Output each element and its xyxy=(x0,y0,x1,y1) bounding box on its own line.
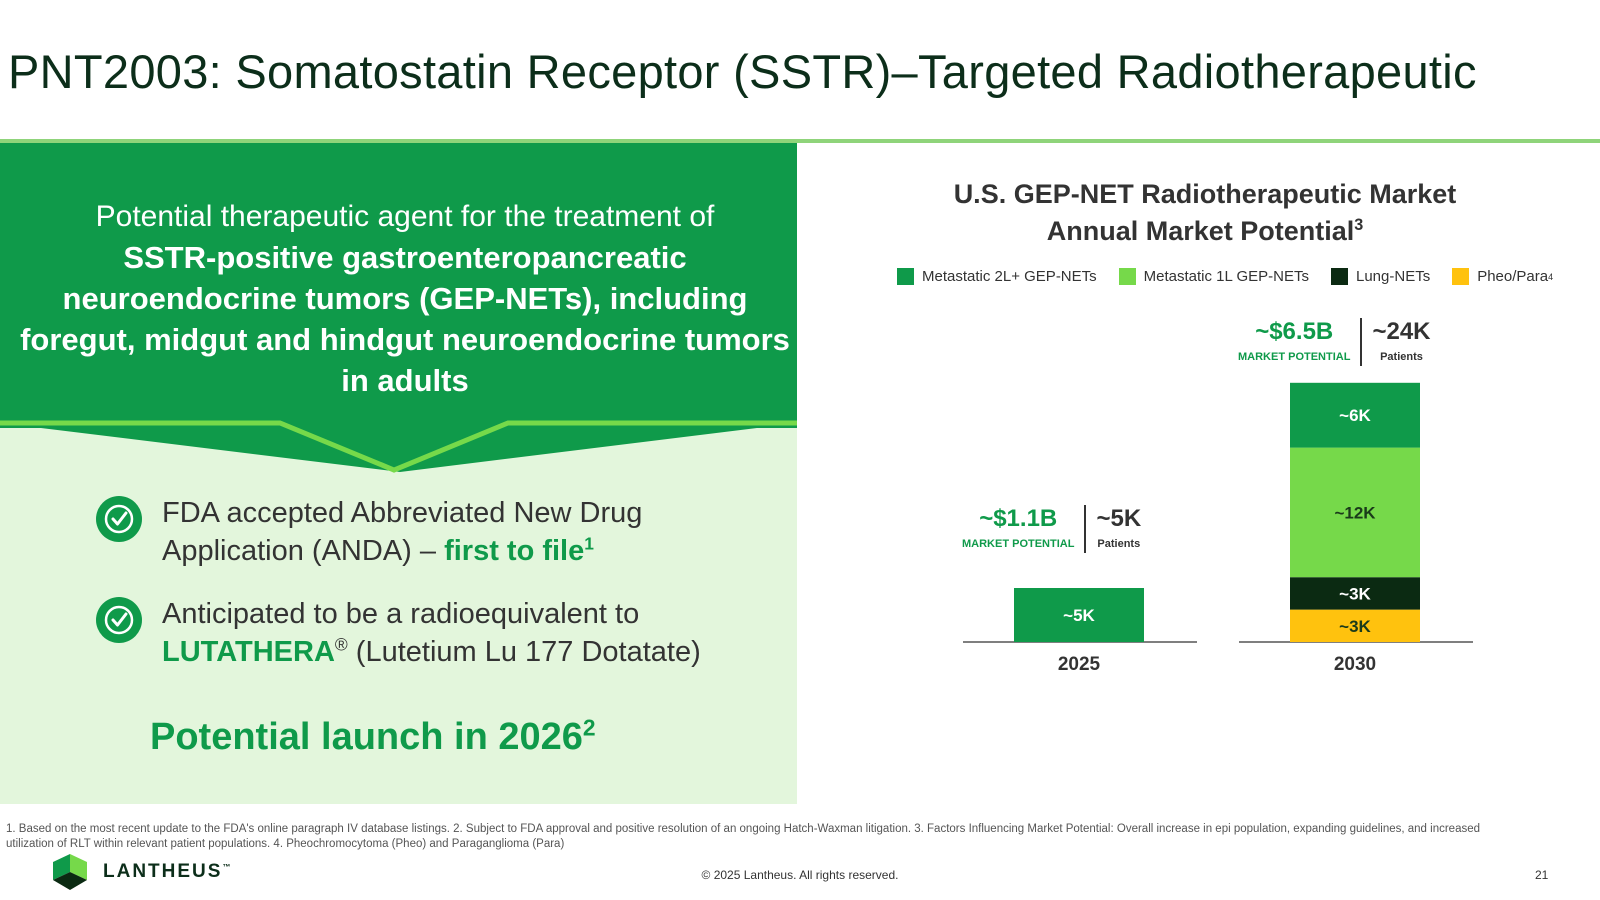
intro-text: Potential therapeutic agent for the trea… xyxy=(20,196,790,401)
legend-item-metastatic-1l-gep-nets: Metastatic 1L GEP-NETs xyxy=(1118,268,1309,285)
launch-statement: Potential launch in 20262 xyxy=(150,716,596,759)
intro-banner xyxy=(0,143,797,428)
bullet-text: FDA accepted Abbreviated New Drug Applic… xyxy=(162,494,696,570)
banner-chevron xyxy=(0,420,797,473)
chart-subtitle: Annual Market Potential xyxy=(1046,216,1355,246)
title-divider xyxy=(0,139,1600,143)
patients-value: ~5K xyxy=(1096,505,1142,532)
annotation-2025: ~$1.1B MARKET POTENTIAL ~5K Patients xyxy=(962,505,1141,553)
bullet-lutathera: Anticipated to be a radioequivalent to L… xyxy=(96,595,736,671)
patients-value: ~24K xyxy=(1372,318,1431,345)
patients-label: Patients xyxy=(1097,538,1141,550)
logo-text: LANTHEUS xyxy=(103,861,223,882)
data-label-2030-metastatic-2l-gep-nets: ~6K xyxy=(1339,406,1371,425)
data-label-2025-metastatic-2l-gep-nets: ~5K xyxy=(1063,606,1095,625)
bullet-highlight: first to file xyxy=(444,535,585,567)
annotation-divider xyxy=(1360,318,1363,366)
bullet-text-post: (Lutetium Lu 177 Dotatate) xyxy=(347,636,701,668)
legend-item-metastatic-2l-gep-nets: Metastatic 2L+ GEP-NETs xyxy=(897,268,1097,285)
check-circle-icon xyxy=(96,496,142,542)
intro-strong: SSTR-positive gastroenteropancreatic neu… xyxy=(20,240,790,398)
market-potential: ~$6.5B MARKET POTENTIAL xyxy=(1238,318,1350,364)
legend-label: Metastatic 1L GEP-NETs xyxy=(1143,268,1309,285)
legend-label: Lung-NETs xyxy=(1356,268,1431,285)
logo-wordmark: LANTHEUS™ xyxy=(103,861,232,883)
chart-title-line1: U.S. GEP-NET Radiotherapeutic Market xyxy=(953,179,1457,209)
data-label-2030-lung-nets: ~3K xyxy=(1339,584,1371,603)
market-label: MARKET POTENTIAL xyxy=(962,538,1075,550)
bullet-highlight: LUTATHERA xyxy=(162,636,335,668)
legend-label: Metastatic 2L+ GEP-NETs xyxy=(922,268,1097,285)
chart-title-line2: Annual Market Potential3 xyxy=(800,213,1600,250)
annotation-2030: ~$6.5B MARKET POTENTIAL ~24K Patients xyxy=(1238,318,1431,366)
market-value: ~$1.1B xyxy=(979,505,1058,532)
bullet-text-pre: FDA accepted Abbreviated New Drug Applic… xyxy=(162,497,643,567)
launch-text: Potential launch in 2026 xyxy=(150,716,583,758)
market-value: ~$6.5B xyxy=(1255,318,1334,345)
page-number: 21 xyxy=(1535,868,1549,882)
chart-title: U.S. GEP-NET Radiotherapeutic Market Ann… xyxy=(800,176,1600,250)
category-label-2025: 2025 xyxy=(1058,654,1101,675)
bar-2025-metastatic-2l-gep-nets xyxy=(1014,588,1144,642)
bar-2030-pheo-para xyxy=(1290,609,1420,642)
chart-legend: Metastatic 2L+ GEP-NETs Metastatic 1L GEP… xyxy=(897,268,1553,285)
legend-label: Pheo/Para xyxy=(1477,268,1549,285)
bar-2030-metastatic-1l-gep-nets xyxy=(1290,447,1420,578)
annotation-divider xyxy=(1084,505,1087,553)
legend-item-lung-nets: Lung-NETs xyxy=(1331,268,1430,285)
check-circle-icon xyxy=(96,597,142,643)
bullet-anda: FDA accepted Abbreviated New Drug Applic… xyxy=(96,494,696,570)
copyright: © 2025 Lantheus. All rights reserved. xyxy=(701,868,899,882)
slide-title: PNT2003: Somatostatin Receptor (SSTR)–Ta… xyxy=(8,45,1477,98)
chart-title-footnote-ref: 3 xyxy=(1354,216,1364,234)
lantheus-logo: LANTHEUS™ xyxy=(53,854,232,890)
footnotes: 1. Based on the most recent update to th… xyxy=(6,823,1481,850)
legend-swatch xyxy=(1118,268,1136,285)
bullet-text-pre: Anticipated to be a radioequivalent to xyxy=(162,598,640,630)
category-label-2030: 2030 xyxy=(1334,654,1376,675)
market-potential: ~$1.1B MARKET POTENTIAL xyxy=(962,505,1074,551)
legend-item-pheo-para: Pheo/Para 4 xyxy=(1452,268,1553,285)
bar-2030-metastatic-2l-gep-nets xyxy=(1290,382,1420,448)
legend-swatch xyxy=(1331,268,1348,285)
bullet-footnote-ref: 1 xyxy=(584,533,594,554)
logo-trademark: ™ xyxy=(222,862,233,872)
market-label: MARKET POTENTIAL xyxy=(1238,351,1351,363)
bullet-text: Anticipated to be a radioequivalent to L… xyxy=(162,595,736,671)
patients: ~24K Patients xyxy=(1372,318,1430,364)
registered-mark: ® xyxy=(334,634,348,655)
intro-lead: Potential therapeutic agent for the trea… xyxy=(95,200,715,233)
patients: ~5K Patients xyxy=(1096,505,1141,551)
data-label-2030-metastatic-1l-gep-nets: ~12K xyxy=(1334,503,1376,522)
bar-2030-lung-nets xyxy=(1290,577,1420,610)
data-label-2030-pheo-para: ~3K xyxy=(1339,617,1371,636)
launch-footnote-ref: 2 xyxy=(582,714,596,741)
legend-swatch xyxy=(897,268,914,285)
lantheus-logo-mark-icon xyxy=(53,854,87,890)
legend-swatch xyxy=(1452,268,1470,285)
patients-label: Patients xyxy=(1380,351,1423,363)
